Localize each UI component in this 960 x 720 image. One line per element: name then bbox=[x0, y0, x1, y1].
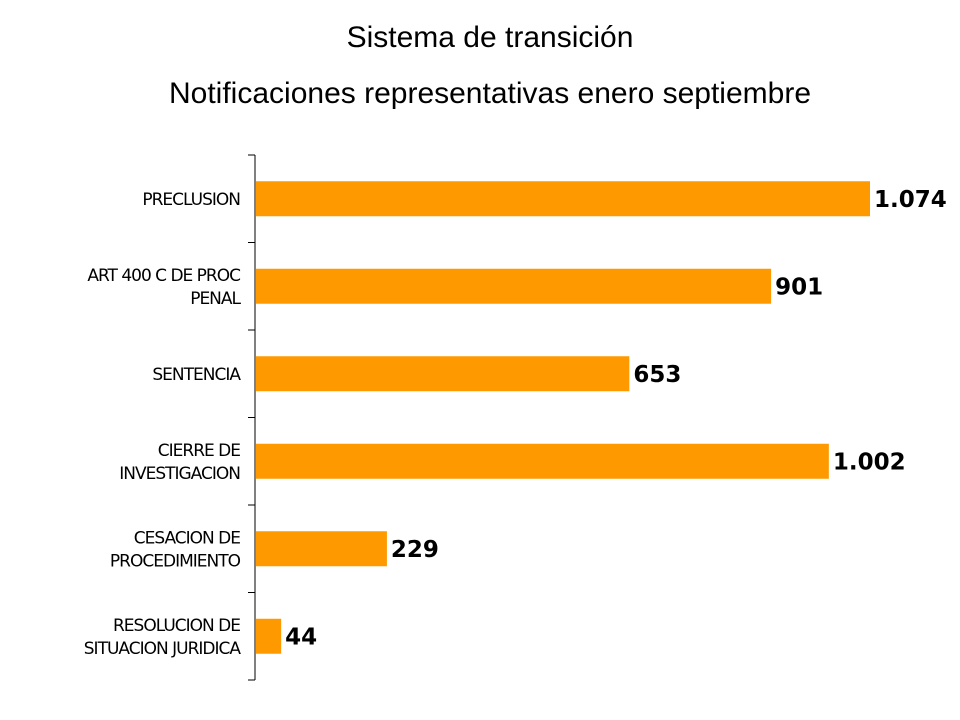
category-label: CESACION DE PROCEDIMIENTO bbox=[110, 528, 241, 571]
category-label: ART 400 C DE PROC PENAL bbox=[87, 266, 241, 309]
bar bbox=[256, 443, 829, 479]
category-label: RESOLUCION DE SITUACION JURIDICA bbox=[84, 616, 242, 659]
category-label-line: PENAL bbox=[190, 289, 241, 309]
chart-title: Sistema de transición bbox=[346, 21, 634, 54]
bar bbox=[256, 181, 870, 217]
data-label: 1.002 bbox=[833, 449, 906, 475]
bar bbox=[256, 268, 772, 304]
data-label: 229 bbox=[391, 537, 439, 563]
category-label-line: SENTENCIA bbox=[152, 365, 241, 385]
category-label-line: CESACION DE bbox=[134, 528, 241, 548]
chart-titles: Sistema de transición Notificaciones rep… bbox=[0, 20, 960, 112]
category-label: CIERRE DE INVESTIGACION bbox=[119, 441, 240, 484]
category-label-line: ART 400 C DE PROC bbox=[87, 266, 240, 286]
category-label-line: SITUACION JURIDICA bbox=[84, 639, 242, 659]
bar bbox=[256, 356, 630, 392]
category-label: PRECLUSION bbox=[142, 190, 240, 210]
bar bbox=[256, 531, 387, 567]
category-label-line: INVESTIGACION bbox=[119, 464, 240, 484]
data-label: 44 bbox=[285, 624, 317, 650]
category-label-line: CIERRE DE bbox=[158, 441, 240, 461]
data-label: 1.074 bbox=[874, 187, 947, 213]
category-label: SENTENCIA bbox=[152, 365, 241, 385]
data-label: 653 bbox=[633, 362, 681, 388]
chart-subtitle: Notificaciones representativas enero sep… bbox=[169, 77, 811, 110]
category-label-line: RESOLUCION DE bbox=[113, 616, 240, 636]
category-label-line: PRECLUSION bbox=[142, 190, 240, 210]
bar bbox=[256, 618, 282, 654]
data-label: 901 bbox=[775, 274, 823, 300]
category-label-line: PROCEDIMIENTO bbox=[110, 551, 241, 571]
